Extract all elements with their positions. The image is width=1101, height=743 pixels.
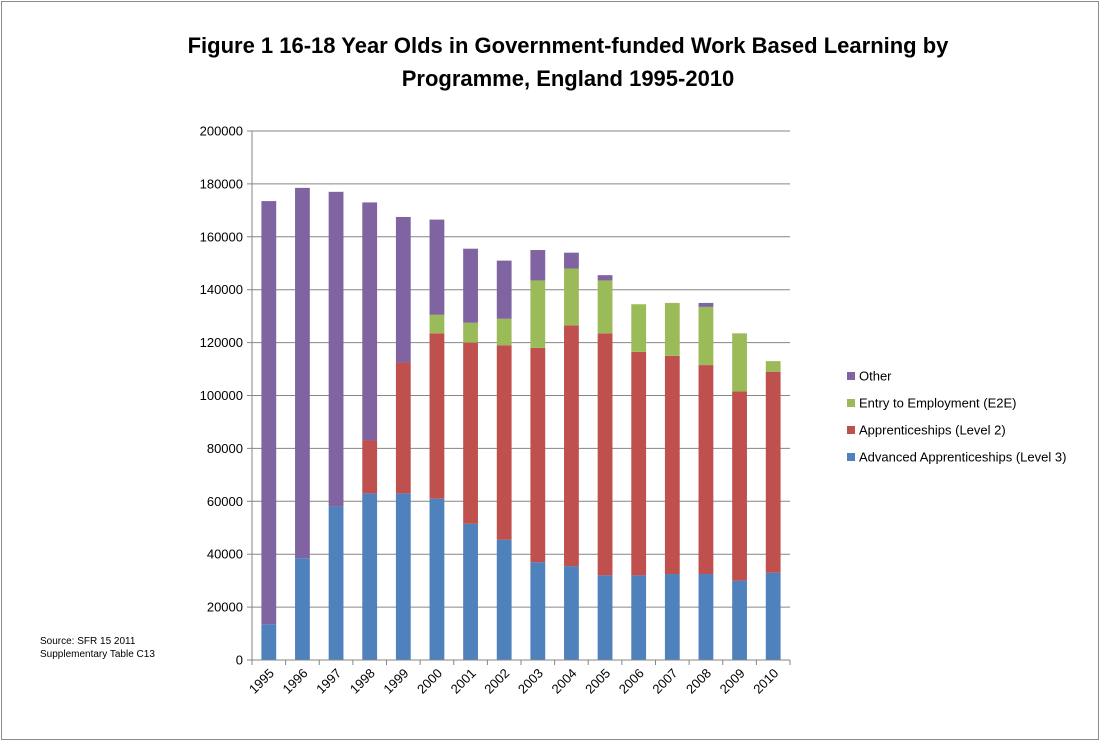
bar-segment: [664, 574, 680, 660]
bar-segment: [564, 268, 579, 326]
bar-segment: [530, 280, 546, 348]
x-tick-label: 2004: [549, 666, 580, 697]
y-tick-labels: 0 20000 40000 60000 80000 100000 120000 140000 1…: [200, 124, 243, 668]
bar-segment: [530, 562, 546, 660]
bar-segment: [362, 440, 378, 494]
x-tick-label: 2005: [582, 666, 613, 697]
y-tick-label: 20000: [207, 600, 243, 615]
bar-segment: [463, 322, 478, 343]
x-tick-label: 2003: [515, 666, 546, 697]
bar-segment: [765, 361, 781, 372]
x-tick-label: 1995: [246, 666, 277, 697]
bar-segment: [564, 325, 579, 567]
bars: [261, 187, 781, 660]
source-note-line-1: Source: SFR 15 2011: [40, 636, 136, 647]
x-tick-label: 2001: [448, 666, 479, 697]
x-tick-label: 1997: [313, 666, 344, 697]
bar-segment: [597, 275, 613, 281]
chart-title-line-1: Figure 1 16-18 Year Olds in Government-f…: [188, 33, 950, 58]
chart-title-line-2: Programme, England 1995-2010: [402, 66, 735, 91]
legend-swatch: [847, 399, 855, 407]
bar-segment: [698, 574, 714, 660]
x-tick-label: 1998: [347, 666, 378, 697]
bar-segment: [362, 493, 378, 660]
bar-segment: [631, 575, 647, 660]
x-tick-labels: 1995 1996 1997 1998 1999 2000 2001 2002 2003 2004…: [246, 666, 781, 697]
bar-segment: [597, 575, 613, 660]
y-tick-label: 200000: [200, 124, 243, 139]
bar-segment: [664, 355, 680, 575]
bar-segment: [597, 280, 613, 334]
legend-label: Entry to Employment (E2E): [859, 396, 1017, 411]
legend-label: Other: [859, 369, 892, 384]
bar-segment: [362, 202, 378, 441]
x-tick-label: 2007: [649, 666, 680, 697]
bar-segment: [429, 314, 445, 334]
bar-segment: [698, 365, 714, 575]
legend-label: Advanced Apprenticeships (Level 3): [859, 450, 1066, 465]
legend-swatch: [847, 453, 855, 461]
axes: [247, 130, 791, 665]
bar-segment: [698, 306, 714, 366]
x-tick-label: 2008: [683, 666, 714, 697]
y-tick-label: 60000: [207, 494, 243, 509]
bar-segment: [564, 252, 579, 269]
bar-segment: [765, 371, 781, 573]
legend-label: Apprenticeships (Level 2): [859, 423, 1006, 438]
y-tick-label: 0: [236, 653, 243, 668]
bar-segment: [295, 187, 310, 559]
bar-segment: [496, 260, 512, 319]
bar-segment: [328, 506, 344, 660]
x-tick-label: 1996: [280, 666, 311, 697]
bar-segment: [597, 333, 613, 576]
bar-segment: [395, 216, 411, 363]
bar-segment: [328, 191, 344, 507]
x-tick-label: 2000: [414, 666, 445, 697]
bar-segment: [429, 333, 445, 499]
bar-segment: [664, 302, 680, 356]
x-tick-label: 2002: [481, 666, 512, 697]
bar-segment: [530, 347, 546, 563]
y-tick-label: 120000: [200, 335, 243, 350]
bar-segment: [463, 342, 478, 524]
x-tick-label: 2010: [750, 666, 781, 697]
legend-swatch: [847, 372, 855, 380]
bar-segment: [564, 566, 579, 660]
bar-segment: [429, 498, 445, 660]
y-tick-label: 40000: [207, 547, 243, 562]
y-tick-label: 180000: [200, 176, 243, 191]
x-tick-label: 1999: [380, 666, 411, 697]
bar-segment: [395, 362, 411, 494]
source-note-line-2: Supplementary Table C13: [40, 649, 155, 660]
bar-segment: [732, 580, 747, 660]
y-tick-label: 80000: [207, 441, 243, 456]
legend-swatch: [847, 426, 855, 434]
bar-segment: [261, 624, 277, 660]
bar-segment: [429, 219, 445, 315]
x-tick-label: 2009: [717, 666, 748, 697]
y-tick-label: 140000: [200, 282, 243, 297]
bar-segment: [496, 345, 512, 540]
bar-segment: [732, 333, 747, 392]
bar-segment: [496, 539, 512, 660]
x-tick-label: 2006: [616, 666, 647, 697]
bar-segment: [698, 302, 714, 307]
bar-segment: [496, 318, 512, 346]
bar-segment: [530, 250, 546, 281]
y-tick-label: 100000: [200, 388, 243, 403]
bar-segment: [463, 248, 478, 323]
bar-segment: [295, 558, 310, 660]
bar-segment: [395, 493, 411, 660]
y-tick-label: 160000: [200, 229, 243, 244]
bar-segment: [261, 201, 277, 625]
bar-segment: [631, 304, 647, 352]
legend: Other Entry to Employment (E2E) Apprentice…: [847, 369, 1066, 465]
bar-segment: [732, 391, 747, 581]
bar-segment: [765, 572, 781, 660]
bar-segment: [631, 351, 647, 576]
bar-segment: [463, 523, 478, 660]
